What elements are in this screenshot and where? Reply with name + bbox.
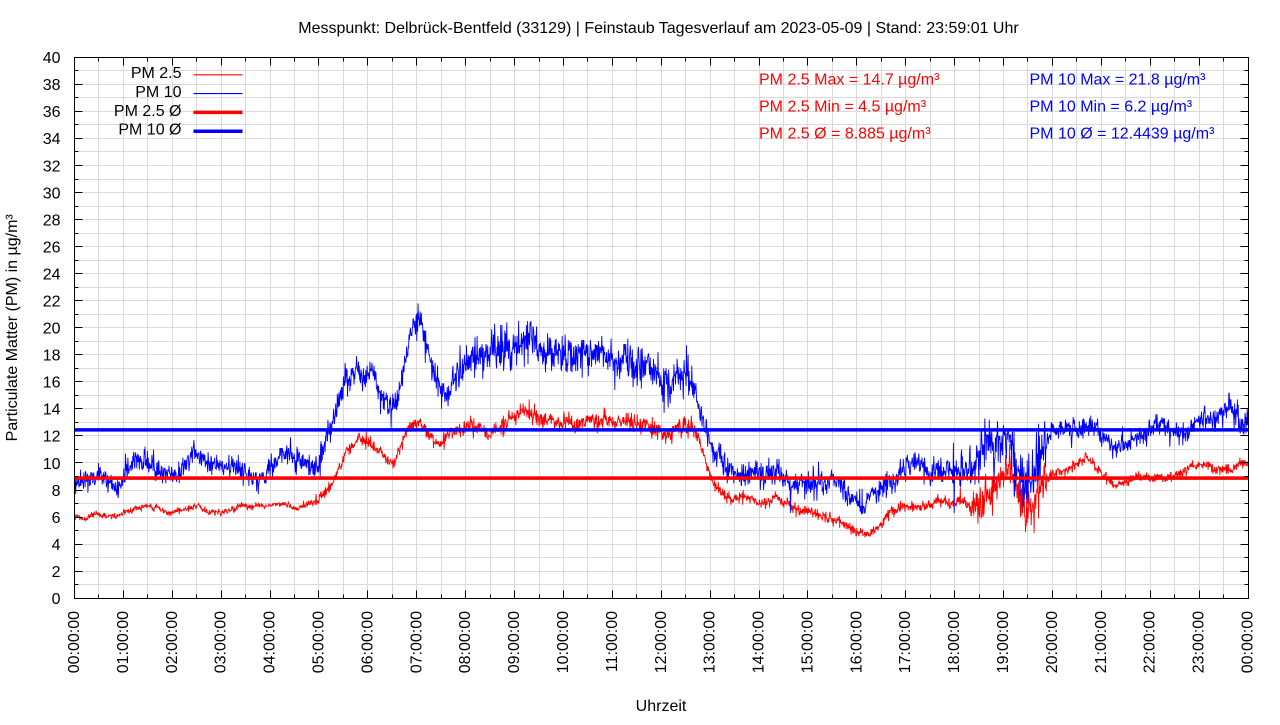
svg-text:16:00:00: 16:00:00: [848, 611, 865, 673]
svg-text:03:00:00: 03:00:00: [213, 611, 230, 673]
svg-text:30: 30: [43, 185, 61, 202]
svg-text:Particulate Matter (PM) in µg/: Particulate Matter (PM) in µg/m³: [4, 214, 21, 442]
svg-text:04:00:00: 04:00:00: [262, 611, 279, 673]
svg-text:05:00:00: 05:00:00: [311, 611, 328, 673]
svg-text:Messpunkt: Delbrück-Bentfeld (: Messpunkt: Delbrück-Bentfeld (33129) | F…: [298, 20, 1019, 37]
svg-text:PM 2.5 Max = 14.7 µg/m³: PM 2.5 Max = 14.7 µg/m³: [759, 71, 940, 88]
svg-text:PM 2.5 Min = 4.5 µg/m³: PM 2.5 Min = 4.5 µg/m³: [759, 98, 927, 115]
svg-text:08:00:00: 08:00:00: [457, 611, 474, 673]
svg-text:12: 12: [43, 429, 61, 446]
svg-text:21:00:00: 21:00:00: [1093, 611, 1110, 673]
svg-text:10:00:00: 10:00:00: [555, 611, 572, 673]
svg-text:4: 4: [52, 537, 61, 554]
svg-text:00:00:00: 00:00:00: [1240, 611, 1257, 673]
svg-text:16: 16: [43, 375, 61, 392]
svg-text:17:00:00: 17:00:00: [897, 611, 914, 673]
svg-text:14: 14: [43, 402, 61, 419]
svg-text:11:00:00: 11:00:00: [604, 611, 621, 672]
svg-text:02:00:00: 02:00:00: [164, 611, 181, 673]
svg-text:PM 10: PM 10: [135, 84, 181, 101]
svg-text:36: 36: [43, 104, 61, 121]
svg-text:18:00:00: 18:00:00: [946, 611, 963, 673]
svg-text:13:00:00: 13:00:00: [702, 611, 719, 673]
svg-text:15:00:00: 15:00:00: [799, 611, 816, 673]
svg-text:19:00:00: 19:00:00: [995, 611, 1012, 673]
svg-text:40: 40: [43, 50, 61, 67]
svg-text:PM 10 Ø = 12.4439 µg/m³: PM 10 Ø = 12.4439 µg/m³: [1030, 125, 1216, 142]
svg-text:06:00:00: 06:00:00: [359, 611, 376, 673]
svg-text:PM 10 Max = 21.8 µg/m³: PM 10 Max = 21.8 µg/m³: [1030, 71, 1207, 88]
svg-text:24: 24: [43, 267, 61, 284]
svg-text:20: 20: [43, 321, 61, 338]
svg-text:00:00:00: 00:00:00: [66, 611, 83, 673]
svg-text:38: 38: [43, 77, 61, 94]
svg-text:12:00:00: 12:00:00: [653, 611, 670, 673]
svg-text:32: 32: [43, 158, 61, 175]
svg-text:PM 2.5: PM 2.5: [131, 65, 182, 82]
svg-text:07:00:00: 07:00:00: [408, 611, 425, 673]
svg-text:14:00:00: 14:00:00: [751, 611, 768, 673]
svg-text:09:00:00: 09:00:00: [506, 611, 523, 673]
svg-text:PM 2.5 Ø: PM 2.5 Ø: [114, 103, 182, 120]
svg-text:6: 6: [52, 510, 61, 527]
svg-text:10: 10: [43, 456, 61, 473]
svg-text:28: 28: [43, 212, 61, 229]
svg-text:20:00:00: 20:00:00: [1044, 611, 1061, 673]
svg-text:26: 26: [43, 239, 61, 256]
svg-text:23:00:00: 23:00:00: [1191, 611, 1208, 673]
svg-text:34: 34: [43, 131, 61, 148]
svg-text:0: 0: [52, 591, 61, 608]
svg-text:PM 2.5 Ø = 8.885 µg/m³: PM 2.5 Ø = 8.885 µg/m³: [759, 125, 931, 142]
svg-text:PM 10 Min = 6.2 µg/m³: PM 10 Min = 6.2 µg/m³: [1030, 98, 1193, 115]
svg-text:22:00:00: 22:00:00: [1142, 611, 1159, 673]
svg-text:Uhrzeit: Uhrzeit: [636, 698, 687, 715]
svg-text:PM 10 Ø: PM 10 Ø: [118, 122, 181, 139]
svg-text:01:00:00: 01:00:00: [115, 611, 132, 673]
svg-text:8: 8: [52, 483, 61, 500]
svg-text:18: 18: [43, 348, 61, 365]
svg-text:2: 2: [52, 564, 61, 581]
svg-text:22: 22: [43, 294, 61, 311]
